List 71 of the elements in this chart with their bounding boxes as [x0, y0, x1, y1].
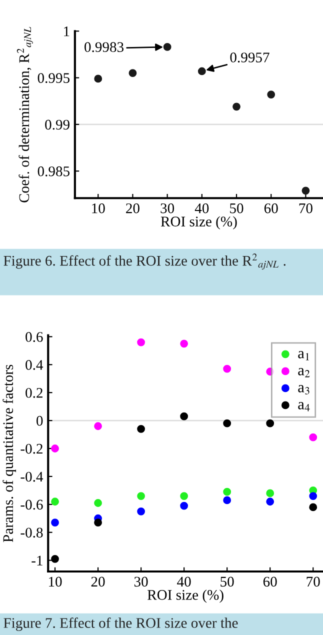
y-tick-label: 1	[64, 26, 70, 36]
point	[137, 507, 145, 516]
point	[51, 518, 59, 527]
annotation: 0.9983	[84, 42, 124, 52]
y-tick-label: -0.4	[20, 472, 44, 482]
point	[51, 444, 59, 452]
y-tick-label: -0.6	[20, 500, 43, 510]
x-tick-label: 30	[160, 203, 174, 214]
point	[51, 554, 59, 563]
point	[94, 518, 102, 527]
y-tick-label: 0.6	[26, 332, 43, 342]
point	[266, 489, 274, 498]
x-axis-title: ROI size (%)	[148, 590, 224, 603]
y-tick-label: -1	[32, 556, 42, 566]
x-tick-label: 60	[263, 576, 277, 587]
caption: Figure 6. Effect of the ROI size over the R$^{2}$$_{ajNL}$ .	[4, 254, 286, 270]
x-tick-label: 40	[177, 576, 191, 587]
point	[302, 186, 310, 195]
point	[223, 364, 232, 373]
point	[266, 419, 274, 428]
x-tick-label: 60	[264, 203, 278, 214]
legend-label: a$_{2}$	[298, 368, 310, 378]
point	[267, 90, 276, 99]
legend-label: a$_{1}$	[298, 351, 309, 360]
point	[94, 499, 102, 507]
x-tick-label: 70	[299, 203, 312, 214]
point	[51, 498, 59, 506]
point	[180, 340, 188, 348]
y-axis-title: Params. of quantitative factors	[2, 364, 16, 542]
point	[223, 488, 232, 496]
point	[94, 74, 102, 83]
y-tick-label: 0.2	[26, 388, 42, 398]
y-axis-title: Coef. of determination, R$^{2}$$_{ajNL}$	[16, 26, 33, 202]
legend-label: a$_{4}$	[298, 402, 310, 412]
x-tick-label: 20	[91, 576, 105, 587]
point	[128, 69, 137, 78]
annotation: 0.9957	[230, 52, 270, 62]
y-tick-label: 0.4	[26, 360, 44, 370]
point	[198, 67, 206, 76]
x-tick-label: 30	[134, 576, 148, 587]
x-tick-label: 10	[49, 576, 62, 587]
point	[180, 412, 188, 420]
x-tick-label: 20	[126, 203, 140, 214]
point	[223, 419, 232, 428]
point	[309, 492, 318, 500]
point	[180, 492, 188, 500]
x-tick-label: 50	[230, 203, 244, 214]
y-tick-label: 0.985	[38, 166, 70, 176]
point	[309, 503, 318, 512]
point	[94, 422, 102, 430]
point	[223, 496, 232, 504]
x-tick-label: 50	[220, 576, 234, 587]
point	[137, 338, 145, 346]
point	[232, 102, 240, 111]
point	[309, 433, 318, 442]
point	[137, 492, 145, 500]
point	[137, 424, 145, 433]
point	[180, 502, 188, 510]
point	[266, 498, 274, 506]
y-tick-label: 0	[36, 416, 43, 426]
x-tick-label: 10	[92, 203, 105, 214]
x-tick-label: 40	[194, 203, 209, 214]
point	[163, 43, 172, 51]
x-tick-label: 70	[306, 576, 320, 587]
y-tick-label: -0.2	[20, 444, 42, 454]
y-tick-label: 0.99	[45, 120, 70, 130]
x-axis-title: ROI size (%)	[160, 216, 237, 230]
caption: Figure 7. Effect of the ROI size over the	[4, 618, 238, 631]
y-tick-label: -0.8	[20, 528, 43, 538]
y-tick-label: 0.995	[38, 73, 70, 84]
legend-label: a$_{3}$	[298, 385, 310, 394]
